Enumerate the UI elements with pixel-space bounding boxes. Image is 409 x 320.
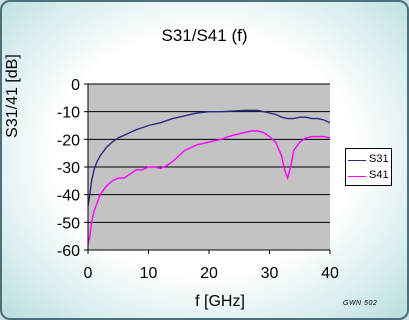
series-line-s31	[87, 109, 331, 206]
y-axis-label: S31/41 [dB]	[4, 54, 21, 138]
legend-swatch-s31	[348, 160, 366, 161]
y-tick-label: 0	[71, 77, 80, 94]
chart-title: S31/S41 (f)	[161, 26, 248, 45]
legend: S31 S41	[345, 148, 392, 186]
legend-item-s31: S31	[348, 153, 392, 167]
x-tick-label: 10	[140, 265, 158, 282]
legend-item-s41: S41	[348, 169, 392, 183]
y-tick-label: -10	[57, 105, 80, 122]
x-tick-label: 30	[261, 265, 279, 282]
x-axis-label: f [GHz]	[195, 293, 245, 310]
y-tick-label: -20	[57, 132, 80, 149]
y-tick-label: -50	[57, 215, 80, 232]
y-tick-label: -40	[57, 188, 80, 205]
x-tick-label: 0	[84, 265, 93, 282]
legend-label-s41: S41	[369, 169, 389, 181]
legend-swatch-s41	[348, 176, 366, 177]
y-tick-label: -60	[57, 243, 80, 260]
series-line-s41	[87, 130, 331, 245]
y-tick-label: -30	[57, 160, 80, 177]
x-tick-label: 40	[321, 265, 339, 282]
x-tick-label: 20	[200, 265, 218, 282]
footnote-code: GWN 502	[343, 300, 378, 307]
legend-label-s31: S31	[369, 153, 389, 165]
